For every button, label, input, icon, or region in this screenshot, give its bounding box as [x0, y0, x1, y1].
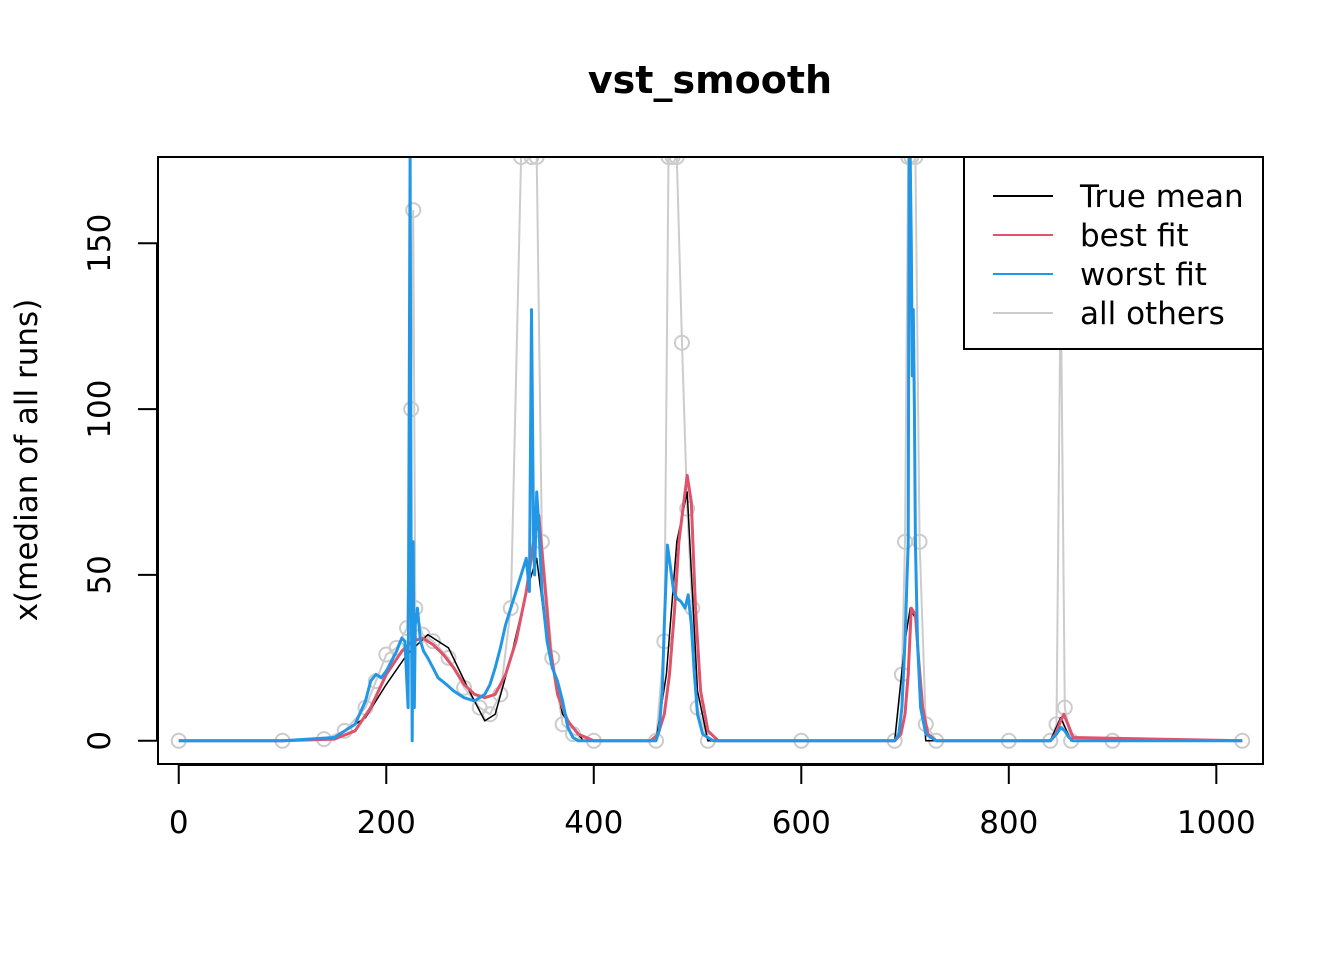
- x-tick-label: 1000: [1177, 805, 1256, 841]
- x-tick-label: 0: [169, 805, 189, 841]
- series-worst-fit: [178, 157, 1243, 743]
- series-line-worst-fit: [178, 157, 1243, 743]
- legend-label-worst-fit: worst fit: [1080, 257, 1207, 293]
- legend-box: [963, 156, 1264, 350]
- point-all-others: [528, 157, 545, 165]
- point-all-others: [907, 157, 924, 165]
- point-all-others: [911, 533, 928, 550]
- series-best-fit: [178, 473, 1243, 743]
- point-all-others: [660, 157, 677, 165]
- point-all-others: [664, 157, 681, 165]
- x-tick-label: 600: [772, 805, 831, 841]
- series-line-true-mean: [178, 491, 1243, 742]
- legend-label-best-fit: best fit: [1080, 218, 1189, 254]
- legend-label-all-others: all others: [1080, 296, 1225, 332]
- chart-title: vst_smooth: [588, 58, 832, 102]
- point-all-others: [513, 157, 530, 165]
- y-tick-label: 0: [82, 731, 118, 751]
- series-line-best-fit: [178, 473, 1243, 743]
- y-axis: 0 50 100 150: [82, 214, 158, 751]
- plot-area: [157, 156, 1264, 765]
- point-all-others: [523, 157, 540, 165]
- x-tick-label: 400: [564, 805, 623, 841]
- point-all-others: [482, 706, 499, 723]
- point-all-others: [440, 649, 457, 666]
- point-all-others: [502, 600, 519, 617]
- y-tick-label: 50: [82, 555, 118, 594]
- point-all-others: [668, 157, 685, 165]
- x-tick-label: 800: [979, 805, 1038, 841]
- series-true-mean: [178, 491, 1243, 742]
- x-tick-label: 200: [357, 805, 416, 841]
- point-all-others: [405, 202, 422, 219]
- series-layer: [170, 157, 1251, 749]
- point-all-others: [673, 334, 690, 351]
- y-tick-label: 100: [82, 380, 118, 439]
- y-tick-label: 150: [82, 214, 118, 273]
- y-axis-label: x(median of all runs): [9, 299, 45, 622]
- legend-label-true-mean: True mean: [1079, 179, 1244, 215]
- x-axis: 0 200 400 600 800 1000: [169, 764, 1256, 841]
